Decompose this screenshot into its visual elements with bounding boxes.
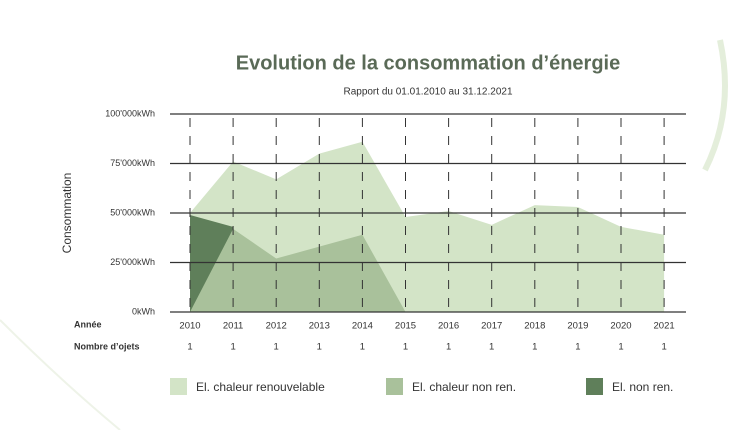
object-count: 1 (446, 342, 451, 353)
legend-swatch (586, 378, 603, 395)
legend-swatch (386, 378, 403, 395)
decoration (0, 319, 121, 430)
x-tick-label: 2010 (179, 321, 200, 332)
x-tick-label: 2020 (610, 321, 631, 332)
x-tick-label: 2019 (567, 321, 588, 332)
x-tick-label: 2012 (266, 321, 287, 332)
object-count: 1 (230, 342, 235, 353)
areas (190, 141, 665, 312)
object-count: 1 (360, 342, 365, 353)
y-tick-label: 75'000kWh (110, 158, 155, 168)
legend-label: El. non ren. (612, 380, 673, 394)
object-count: 1 (274, 342, 279, 353)
x-tick-label: 2015 (395, 321, 416, 332)
object-count: 1 (661, 342, 666, 353)
x-tick-label: 2017 (481, 321, 502, 332)
y-tick-label: 25'000kWh (110, 257, 155, 267)
area (190, 228, 406, 312)
object-count: 1 (532, 342, 537, 353)
object-count: 1 (489, 342, 494, 353)
object-count: 1 (403, 342, 408, 353)
x-tick-label: 2021 (654, 321, 675, 332)
x-axis-label: Année (74, 319, 102, 329)
object-count: 1 (575, 342, 580, 353)
legend-label: El. chaleur renouvelable (196, 380, 325, 394)
x-tick-label: 2016 (438, 321, 459, 332)
chart-subtitle: Rapport du 01.01.2010 au 31.12.2021 (343, 87, 512, 98)
legend-label: El. chaleur non ren. (412, 380, 516, 394)
y-tick-label: 0kWh (132, 306, 155, 316)
x-tick-label: 2013 (309, 321, 330, 332)
y-tick-label: 100'000kWh (105, 108, 155, 118)
chart-title: Evolution de la consommation d’énergie (236, 52, 621, 74)
object-count: 1 (317, 342, 322, 353)
x-tick-label: 2018 (524, 321, 545, 332)
count-label: Nombre d’ojets (74, 341, 140, 351)
decoration (702, 39, 728, 172)
x-tick-label: 2011 (223, 321, 243, 332)
object-count: 1 (187, 342, 192, 353)
y-tick-label: 50'000kWh (110, 207, 155, 217)
legend-swatch (170, 378, 187, 395)
x-tick-label: 2014 (352, 321, 373, 332)
y-axis-label: Consommation (60, 173, 74, 254)
object-count: 1 (618, 342, 623, 353)
